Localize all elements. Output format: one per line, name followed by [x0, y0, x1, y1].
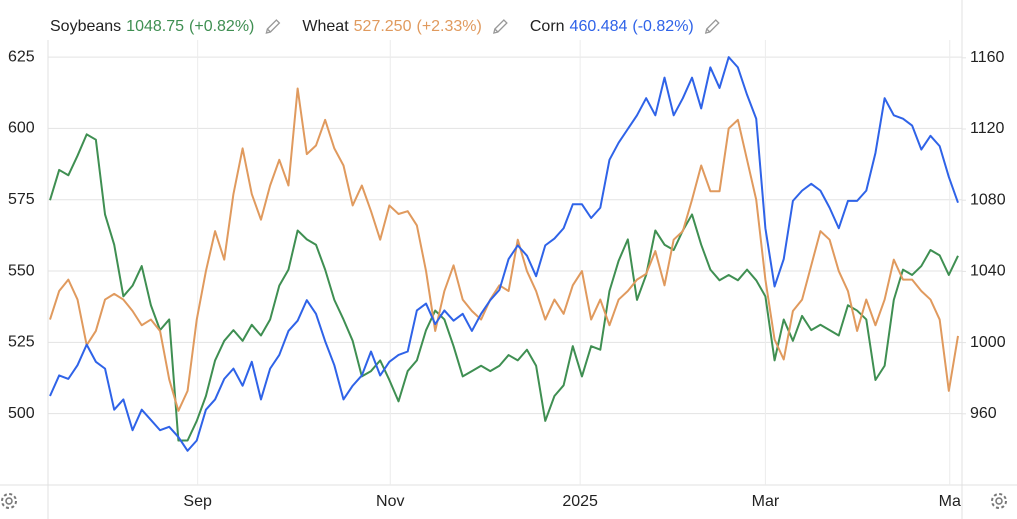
- series-line: [49, 87, 959, 412]
- legend-name: Corn: [530, 18, 565, 35]
- y2-tick-label: 1040: [970, 263, 1006, 280]
- legend-price: 460.484: [570, 18, 628, 35]
- settings-icon-left[interactable]: [1, 493, 17, 509]
- settings-icon-right[interactable]: [991, 493, 1007, 509]
- gear-teeth: [991, 493, 1007, 509]
- axes: 500 525 550 575 600 625 960 1000 1040 1080 1120 116…: [8, 48, 1006, 510]
- pencil: [492, 19, 508, 34]
- gear-hub: [5, 497, 13, 505]
- legend-name: Wheat: [302, 18, 349, 35]
- edit-icon[interactable]: [265, 19, 281, 34]
- legend-change: (+2.33%): [416, 18, 481, 35]
- pencil: [265, 19, 281, 34]
- legend-name: Soybeans: [50, 18, 121, 35]
- x-tick-label: Sep: [183, 493, 212, 510]
- x-tick-label: 2025: [562, 493, 598, 510]
- y-tick-label: 550: [8, 262, 35, 279]
- edit-icon[interactable]: [492, 19, 508, 34]
- legend-price: 527.250: [354, 18, 412, 35]
- pencil: [704, 19, 720, 34]
- x-tick-label: Nov: [376, 493, 404, 510]
- gear-hub: [995, 497, 1003, 505]
- y-tick-label: 625: [8, 48, 35, 65]
- y2-tick-label: 1080: [970, 191, 1006, 208]
- x-tick-label: Mar: [752, 493, 780, 510]
- legend: Soybeans 1048.75 (+0.82%) Wheat 527.250 (+2.3…: [50, 18, 720, 35]
- series-line: [49, 133, 959, 442]
- gear-teeth: [1, 493, 17, 509]
- x-tick-label: Ma: [939, 493, 961, 510]
- lines: [49, 56, 959, 452]
- y-tick-label: 525: [8, 334, 35, 351]
- legend-change: (+0.82%): [189, 18, 254, 35]
- legend-change: (-0.82%): [632, 18, 693, 35]
- series-line: [49, 56, 959, 452]
- y2-tick-label: 960: [970, 405, 997, 422]
- y2-tick-label: 1160: [970, 49, 1005, 66]
- edit-icon[interactable]: [704, 19, 720, 34]
- y2-tick-label: 1120: [970, 120, 1005, 137]
- y-tick-label: 575: [8, 191, 35, 208]
- legend-price: 1048.75: [126, 18, 184, 35]
- y2-tick-label: 1000: [970, 334, 1006, 351]
- y-tick-label: 500: [8, 405, 35, 422]
- y-tick-label: 600: [8, 120, 35, 137]
